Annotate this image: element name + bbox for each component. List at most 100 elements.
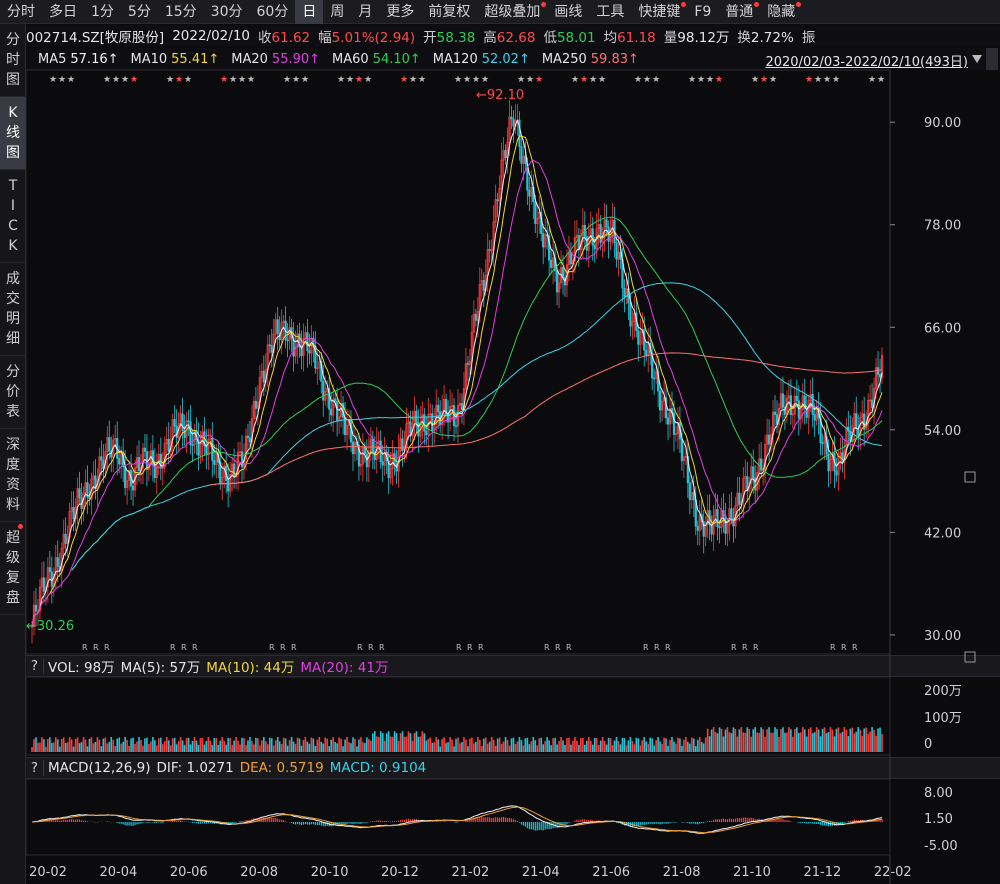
period-tab-1[interactable]: 多日: [42, 0, 84, 24]
ma250-line: [210, 352, 883, 486]
event-star-icon: ★: [463, 75, 471, 85]
volume-bar: [536, 745, 539, 752]
period-tab-11[interactable]: 前复权: [421, 0, 477, 24]
candle-body: [853, 413, 856, 427]
sidebar-tab-6[interactable]: 超级复盘: [0, 522, 26, 615]
period-tab-13[interactable]: 画线: [547, 0, 589, 24]
volume-bar: [732, 727, 735, 752]
candle-body: [298, 333, 301, 348]
ma-name-ma10: MA10: [130, 51, 168, 67]
candle-body: [367, 452, 370, 468]
period-tab-10[interactable]: 更多: [379, 0, 421, 24]
sidebar-tab-0[interactable]: 分时图: [0, 24, 26, 97]
candle-body: [865, 422, 868, 430]
candle-body: [660, 400, 664, 411]
event-star-icon: ★: [769, 75, 777, 85]
scrollbar-thumb[interactable]: [986, 48, 998, 70]
candle-body: [391, 453, 394, 469]
stock-code[interactable]: 002714.SZ[牧原股份]: [26, 30, 165, 46]
volume-bar: [457, 737, 459, 752]
volume-bar: [348, 742, 350, 752]
help-icon[interactable]: ?: [26, 658, 44, 674]
volume-bar: [300, 745, 303, 752]
period-tab-16[interactable]: F9: [687, 0, 718, 24]
event-star-icon: ★: [283, 75, 291, 85]
volume-bar: [60, 738, 63, 752]
period-tab-4[interactable]: 15分: [158, 0, 204, 24]
period-tab-9[interactable]: 月: [351, 0, 379, 24]
volume-bar: [792, 736, 794, 752]
volume-bar: [609, 738, 612, 752]
volume-bar: [340, 738, 342, 752]
candle-body: [324, 391, 327, 401]
volume-bar: [358, 739, 360, 752]
sidebar-tab-5[interactable]: 深度资料: [0, 429, 26, 522]
candle-body: [756, 472, 759, 491]
candle-body: [137, 457, 141, 472]
volume-bar: [437, 739, 439, 752]
volume-bar: [431, 742, 434, 752]
volume-bar: [52, 742, 55, 752]
close-label: 收: [258, 30, 272, 46]
volume-bar: [286, 745, 289, 752]
volume-bar: [576, 740, 578, 752]
period-tab-17[interactable]: 普通: [718, 0, 760, 24]
candle-body: [381, 461, 384, 466]
period-tab-6[interactable]: 60分: [250, 0, 296, 24]
volume-bar: [766, 729, 768, 752]
period-tab-0[interactable]: 分时: [0, 0, 42, 24]
period-tab-8[interactable]: 周: [323, 0, 351, 24]
period-tab-3[interactable]: 5分: [121, 0, 158, 24]
volume-bar: [568, 737, 570, 752]
candle-body: [552, 257, 555, 268]
candle-body: [730, 508, 733, 520]
date-range[interactable]: 2020/02/03-2022/02/10(493日): [765, 55, 968, 70]
dropdown-triangle-icon[interactable]: [972, 55, 982, 63]
volume-bar: [41, 737, 43, 752]
candle-body: [326, 388, 329, 392]
period-tab-7[interactable]: 日: [295, 0, 324, 24]
macd-value: MACD: 0.9104: [329, 760, 427, 776]
volume-bar: [498, 737, 501, 752]
volume-bar: [687, 741, 689, 752]
candle-body: [524, 155, 527, 165]
volume-bar: [524, 738, 527, 752]
period-tab-5[interactable]: 30分: [204, 0, 250, 24]
candle-body: [857, 428, 860, 436]
period-toolbar: 分时 多日 1分 5分 15分 30分 60分日周月更多 前复权 超级叠加 画线 工具 快捷键 F9 普通…: [0, 0, 1000, 24]
period-tab-2[interactable]: 1分: [84, 0, 121, 24]
event-star-icon: ★: [67, 75, 75, 85]
change-label: 幅: [318, 30, 332, 46]
volume-bar: [506, 740, 509, 752]
period-tab-12[interactable]: 超级叠加: [477, 0, 547, 24]
candle-body: [510, 116, 513, 120]
candle-body: [504, 150, 507, 158]
candle-body: [508, 116, 511, 143]
sidebar-tab-3[interactable]: 成交明细: [0, 263, 26, 356]
candle-body: [871, 399, 874, 408]
candle-body: [526, 163, 529, 191]
candle-body: [181, 413, 184, 432]
volume-bar: [183, 745, 186, 752]
volume-bar: [189, 744, 192, 752]
candle-body: [76, 488, 79, 508]
volume-bar: [845, 729, 848, 752]
period-tab-18[interactable]: 隐藏: [760, 0, 802, 24]
volume-bar: [263, 737, 265, 752]
sidebar-tab-char: 细: [6, 331, 20, 347]
period-tab-14[interactable]: 工具: [589, 0, 631, 24]
sidebar-tab-char: 资: [6, 477, 20, 493]
volume-bar: [724, 729, 727, 752]
sidebar-tab-4[interactable]: 分价表: [0, 356, 26, 429]
volume-bar: [276, 737, 279, 752]
help-icon[interactable]: ?: [26, 760, 44, 776]
candle-body: [64, 533, 67, 544]
candle-body: [387, 460, 390, 479]
x-tick-label: 20-12: [381, 865, 419, 880]
volume-bar: [558, 741, 560, 752]
period-tab-15[interactable]: 快捷键: [631, 0, 687, 24]
candle-body: [173, 419, 176, 427]
